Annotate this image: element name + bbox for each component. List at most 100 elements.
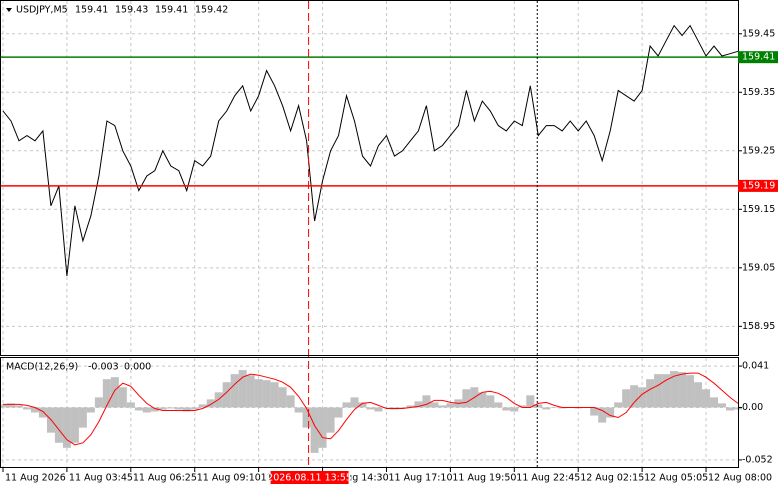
x-tick-label: 11 Aug 06:25 <box>133 473 197 484</box>
y-tick-label: 159.45 <box>742 28 775 39</box>
y-tick-label: 159.05 <box>742 262 775 273</box>
symbol: USDJPY,M5 <box>16 5 68 16</box>
overlay: 159.45 159.35 159.25 159.15 159.05 158.95 0.04… <box>2 5 778 484</box>
main-frame <box>0 0 739 356</box>
macd-bar <box>54 407 63 443</box>
macd-bar <box>678 372 687 408</box>
macd-bar <box>358 402 367 408</box>
level-box <box>738 179 778 192</box>
macd-bar <box>438 405 447 408</box>
macd-bar <box>174 407 183 410</box>
x-tick-label: 11 Aug 14:30 <box>325 473 389 484</box>
macd-bar <box>190 407 199 410</box>
y-tick-label: 159.15 <box>742 204 775 215</box>
x-tick-label: 12 Aug 02:15 <box>580 473 644 484</box>
macd-bar <box>310 407 319 453</box>
time-box <box>270 471 349 484</box>
macd-bar <box>94 397 103 408</box>
macd-bar <box>702 389 711 408</box>
macd-bar <box>398 407 407 408</box>
macd-bar <box>446 403 455 408</box>
x-tick-label: 11 Aug 22:45 <box>516 473 580 484</box>
price-line <box>2 24 739 277</box>
y-tick-label: -0.052 <box>742 454 773 465</box>
ohlc-value: 159.42 <box>195 5 228 16</box>
x-tick-label: 11 Aug 17:10 <box>388 473 452 484</box>
macd-bar <box>486 395 495 408</box>
macd-bar <box>518 405 527 408</box>
macd-bar <box>350 397 359 408</box>
plot <box>0 1 742 467</box>
macd-bar <box>478 392 487 408</box>
macd-bar <box>166 407 175 409</box>
macd-bar <box>694 382 703 408</box>
macd-bar <box>542 407 551 410</box>
menu-arrow[interactable] <box>6 8 12 12</box>
macd-bar <box>270 382 279 408</box>
macd-bar <box>638 387 647 408</box>
y-tick-label: 159.35 <box>742 87 775 98</box>
grid <box>0 1 738 467</box>
macd-bar <box>278 387 287 408</box>
macd-bar <box>118 387 127 408</box>
macd-bar <box>110 377 119 408</box>
macd-bar <box>206 399 215 408</box>
macd-bar <box>614 402 623 408</box>
macd-bar <box>62 407 71 448</box>
macd-bar <box>38 407 47 418</box>
macd-bar <box>510 407 519 412</box>
x-tick-label: 12 Aug 08:00 <box>708 473 772 484</box>
macd-bar <box>414 401 423 408</box>
macd-bar <box>422 395 431 408</box>
level-box <box>738 51 778 64</box>
macd-bar <box>86 407 95 413</box>
macd-bar <box>374 407 383 412</box>
macd-bar <box>78 407 87 428</box>
macd-bar <box>302 407 311 428</box>
level-label: 159.41 <box>742 52 775 63</box>
x-tick-label: 11 Aug 09:10 <box>197 473 261 484</box>
macd-bar <box>254 379 263 408</box>
macd-title: MACD(12,26,9) <box>6 362 78 373</box>
macd-bar <box>622 389 631 408</box>
macd-bar <box>718 403 727 408</box>
macd-bar <box>406 405 415 408</box>
macd-bar <box>654 374 663 408</box>
macd-bar <box>494 402 503 408</box>
macd-bar <box>606 407 615 418</box>
macd-bar <box>342 402 351 408</box>
macd-bar <box>502 407 511 411</box>
macd-bar <box>334 407 343 418</box>
macd-bar <box>430 402 439 408</box>
macd-bar <box>238 370 247 408</box>
macd-bar <box>382 407 391 408</box>
x-tick-label: 11 Aug 03:45 <box>69 473 133 484</box>
macd-bar <box>670 371 679 408</box>
macd-bar <box>550 407 559 408</box>
macd-bar <box>14 405 23 408</box>
macd-bar <box>198 404 207 408</box>
y-tick-label: 158.95 <box>742 321 775 332</box>
macd-bar <box>182 407 191 412</box>
ohlc-value: 159.41 <box>155 5 188 16</box>
macd-bar <box>150 407 159 412</box>
macd-bar <box>366 407 375 410</box>
y-tick-label: 0.041 <box>742 361 769 372</box>
macd-bar <box>262 380 271 408</box>
x-tick-label: 11 Aug 2026 <box>5 473 66 484</box>
macd-bar <box>526 395 535 408</box>
signal-line <box>3 372 739 446</box>
ohlc-value: 159.43 <box>115 5 148 16</box>
macd-bar <box>710 397 719 408</box>
macd-bar <box>598 407 607 423</box>
x-tick-label: 11 Aug 19:50 <box>452 473 516 484</box>
macd-bar <box>726 407 735 411</box>
macd-bar <box>30 407 39 413</box>
macd-bar <box>662 374 671 408</box>
macd-bar <box>534 404 543 408</box>
macd-bar <box>318 407 327 448</box>
macd-bar <box>142 407 151 413</box>
macd-bar <box>686 375 695 408</box>
